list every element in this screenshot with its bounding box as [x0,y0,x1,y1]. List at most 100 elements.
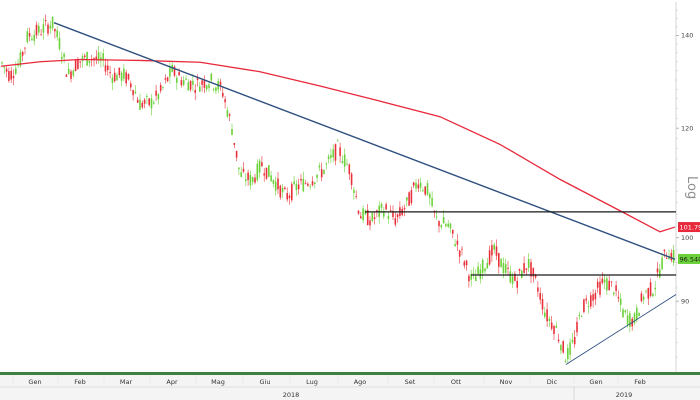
candle-body [357,210,360,214]
candle-body [215,87,217,92]
candle-body [461,248,463,250]
candle-body [578,314,581,317]
candle-body [387,216,390,219]
candle-body [447,223,449,227]
candle-body [456,240,459,245]
x-tick-label: Gen [28,378,41,386]
candle-body [118,67,121,76]
candle-body [1,62,3,64]
candle-body [63,53,65,58]
candle-body [318,165,321,168]
candle-body [132,90,134,96]
candle-body [511,276,514,284]
candle-body [509,271,512,283]
candle-body [567,347,569,360]
candle-body [67,68,70,74]
x-tick-label: Dic [547,378,558,386]
candle-body [8,71,10,81]
candle-body [102,53,104,61]
candle-body [166,77,169,82]
candle-body [532,267,535,277]
candle-body [366,210,369,225]
candle-body [626,315,629,325]
candle-body [560,345,562,351]
candle-body [394,218,397,225]
candle-body [629,313,631,327]
candle-body [42,24,45,33]
candle-body [541,298,544,310]
candle-body [104,65,107,72]
candle-body [343,154,346,167]
candle-body [210,73,213,81]
candle-body [10,70,12,80]
candle-body [3,66,6,68]
candle-body [523,263,525,273]
candle-body [265,167,268,179]
candle-body [488,250,491,265]
candle-body [562,341,564,353]
candle-body [74,60,77,72]
candle-body [647,288,650,299]
candle-body [169,67,171,77]
candle-body [270,175,272,182]
candle-body [553,326,555,335]
candle-body [143,99,146,104]
candle-body [261,162,263,167]
candle-body [136,99,139,103]
candle-body [130,83,132,88]
candle-body [470,273,472,280]
candle-body [330,154,332,158]
candle-body [235,150,238,158]
candle-body [583,299,585,313]
candle-body [498,252,500,267]
candle-body [417,184,420,189]
candle-body [182,80,185,85]
candle-body [88,60,91,63]
candle-body [458,250,461,257]
candle-body [268,165,270,177]
candle-body [527,258,530,268]
candle-body [228,114,231,116]
x-tick-label: Ott [451,378,462,386]
x-tick-label: Apr [166,378,178,386]
candle-body [134,91,137,94]
candle-body [587,306,590,307]
x-axis-background [0,375,700,400]
candle-body [65,74,68,77]
candle-body [435,216,438,218]
candle-body [222,92,224,97]
candle-body [70,71,72,79]
candle-body [245,179,247,182]
x-tick-label: Feb [74,378,86,386]
candle-body [153,102,155,104]
candle-body [51,16,54,29]
candle-body [610,281,613,283]
candle-body [403,207,406,210]
candle-body [373,217,376,219]
candle-body [557,339,560,342]
candle-body [477,266,479,275]
candle-body [656,268,659,273]
candle-body [139,99,141,110]
candle-body [389,210,392,212]
candle-body [468,275,470,282]
x-tick-label: Gen [589,378,602,386]
candle-body [504,264,507,273]
x-tick-label: Feb [634,378,646,386]
candle-body [484,268,486,272]
candle-body [123,68,125,79]
candle-body [654,287,656,290]
candle-body [385,204,387,210]
candle-body [238,167,240,170]
candle-body [84,55,86,57]
candle-body [40,34,42,36]
x-axis-band [0,372,700,375]
candle-body [514,273,516,281]
candle-body [304,182,307,184]
x-tick-label: Mar [120,378,133,386]
plot-area [0,2,676,372]
candle-body [475,276,477,282]
candle-body [77,59,79,69]
candle-body [219,81,222,86]
candle-body [254,177,256,183]
